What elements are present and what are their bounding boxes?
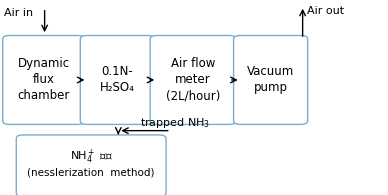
Text: NH$_4^+$ 분석: NH$_4^+$ 분석 [69,148,113,166]
FancyBboxPatch shape [234,35,308,124]
FancyBboxPatch shape [80,35,154,124]
FancyBboxPatch shape [150,35,236,124]
Text: Air in: Air in [4,8,33,18]
Text: Air out: Air out [307,6,344,16]
FancyBboxPatch shape [3,35,85,124]
Text: Air flow
meter
(2L/hour): Air flow meter (2L/hour) [166,58,220,102]
Text: (nesslerization  method): (nesslerization method) [28,168,155,178]
Text: 0.1N-
H₂SO₄: 0.1N- H₂SO₄ [100,66,135,94]
Text: Vacuum
pump: Vacuum pump [247,66,294,94]
Text: trapped NH$_3$: trapped NH$_3$ [140,116,210,130]
FancyBboxPatch shape [16,135,166,195]
Text: Dynamic
flux
chamber: Dynamic flux chamber [17,58,70,102]
